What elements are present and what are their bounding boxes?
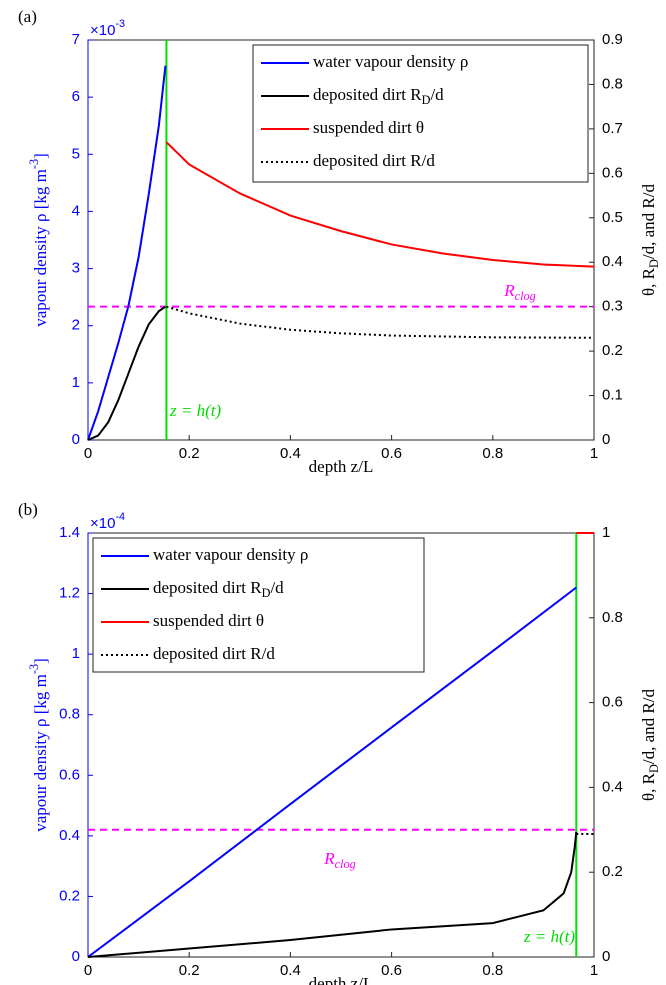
y2-tick-label: 0.8 — [602, 609, 623, 626]
y2-tick-label: 0.9 — [602, 31, 623, 48]
y-tick-label: 0 — [72, 948, 80, 965]
y2-tick-label: 0 — [602, 948, 610, 965]
x-tick-label: 1 — [590, 445, 598, 462]
x-tick-label: 0 — [84, 445, 92, 462]
panel-label: (a) — [18, 7, 37, 26]
reference-label: Rclog — [503, 281, 535, 303]
y2-tick-label: 0.3 — [602, 298, 623, 315]
x-tick-label: 0.6 — [381, 962, 402, 979]
y2-axis-label: θ, RD/d, and R/d — [639, 689, 661, 801]
y-tick-label: 6 — [72, 88, 80, 105]
y-tick-label: 0.2 — [59, 887, 80, 904]
series-line — [165, 141, 595, 268]
x-tick-label: 0.4 — [280, 962, 301, 979]
legend-label: water vapour density ρ — [153, 545, 308, 564]
multiplier: ×10-4 — [90, 511, 125, 532]
x-axis-label: depth z/L — [309, 974, 374, 985]
y-axis-label: vapour density ρ [kg m-3] — [27, 658, 50, 832]
y-tick-label: 2 — [72, 317, 80, 334]
y2-tick-label: 0.7 — [602, 120, 623, 137]
legend-label: water vapour density ρ — [313, 52, 468, 71]
reference-label: Rclog — [323, 849, 355, 871]
legend-box — [92, 537, 425, 673]
y-tick-label: 4 — [72, 202, 80, 219]
y-tick-label: 0.4 — [59, 827, 80, 844]
y-tick-label: 1.2 — [59, 585, 80, 602]
y-tick-label: 1.4 — [59, 524, 80, 541]
series-line — [166, 305, 595, 339]
legend-label: deposited dirt RD/d — [153, 578, 284, 600]
y2-tick-label: 0.8 — [602, 75, 623, 92]
y2-tick-label: 0.1 — [602, 387, 623, 404]
legend-label: deposited dirt R/d — [313, 151, 435, 170]
y2-tick-label: 0.2 — [602, 342, 623, 359]
y-tick-label: 0.8 — [59, 706, 80, 723]
y2-tick-label: 0.4 — [602, 253, 623, 270]
x-tick-label: 0 — [84, 962, 92, 979]
y-tick-label: 3 — [72, 260, 80, 277]
panel-label: (b) — [18, 500, 38, 519]
multiplier: ×10-3 — [90, 18, 125, 39]
series-line — [87, 831, 578, 958]
y-tick-label: 1 — [72, 374, 80, 391]
y-tick-label: 5 — [72, 145, 80, 162]
x-tick-label: 0.2 — [179, 445, 200, 462]
y2-tick-label: 0.5 — [602, 209, 623, 226]
reference-label: z = h(t) — [169, 401, 221, 420]
legend-box — [252, 44, 589, 183]
x-tick-label: 0.4 — [280, 445, 301, 462]
series-line — [87, 305, 166, 441]
y-tick-label: 0.6 — [59, 766, 80, 783]
x-tick-label: 0.8 — [482, 445, 503, 462]
y-axis-label: vapour density ρ [kg m-3] — [27, 153, 50, 327]
series-line — [87, 586, 577, 958]
series-line — [87, 65, 167, 441]
y-tick-label: 7 — [72, 31, 80, 48]
y2-tick-label: 0 — [602, 431, 610, 448]
legend-label: deposited dirt RD/d — [313, 85, 444, 107]
x-tick-label: 0.8 — [482, 962, 503, 979]
legend-label: suspended dirt θ — [313, 118, 424, 137]
x-tick-label: 0.2 — [179, 962, 200, 979]
y-tick-label: 1 — [72, 645, 80, 662]
reference-label: z = h(t) — [523, 927, 575, 946]
y2-tick-label: 1 — [602, 524, 610, 541]
y2-tick-label: 0.2 — [602, 863, 623, 880]
legend-label: deposited dirt R/d — [153, 644, 275, 663]
y2-axis-label: θ, RD/d, and R/d — [639, 184, 661, 296]
x-tick-label: 1 — [590, 962, 598, 979]
x-tick-label: 0.6 — [381, 445, 402, 462]
x-axis-label: depth z/L — [309, 457, 374, 476]
y2-tick-label: 0.6 — [602, 694, 623, 711]
y2-tick-label: 0.4 — [602, 778, 623, 795]
legend-label: suspended dirt θ — [153, 611, 264, 630]
y2-tick-label: 0.6 — [602, 164, 623, 181]
y-tick-label: 0 — [72, 431, 80, 448]
